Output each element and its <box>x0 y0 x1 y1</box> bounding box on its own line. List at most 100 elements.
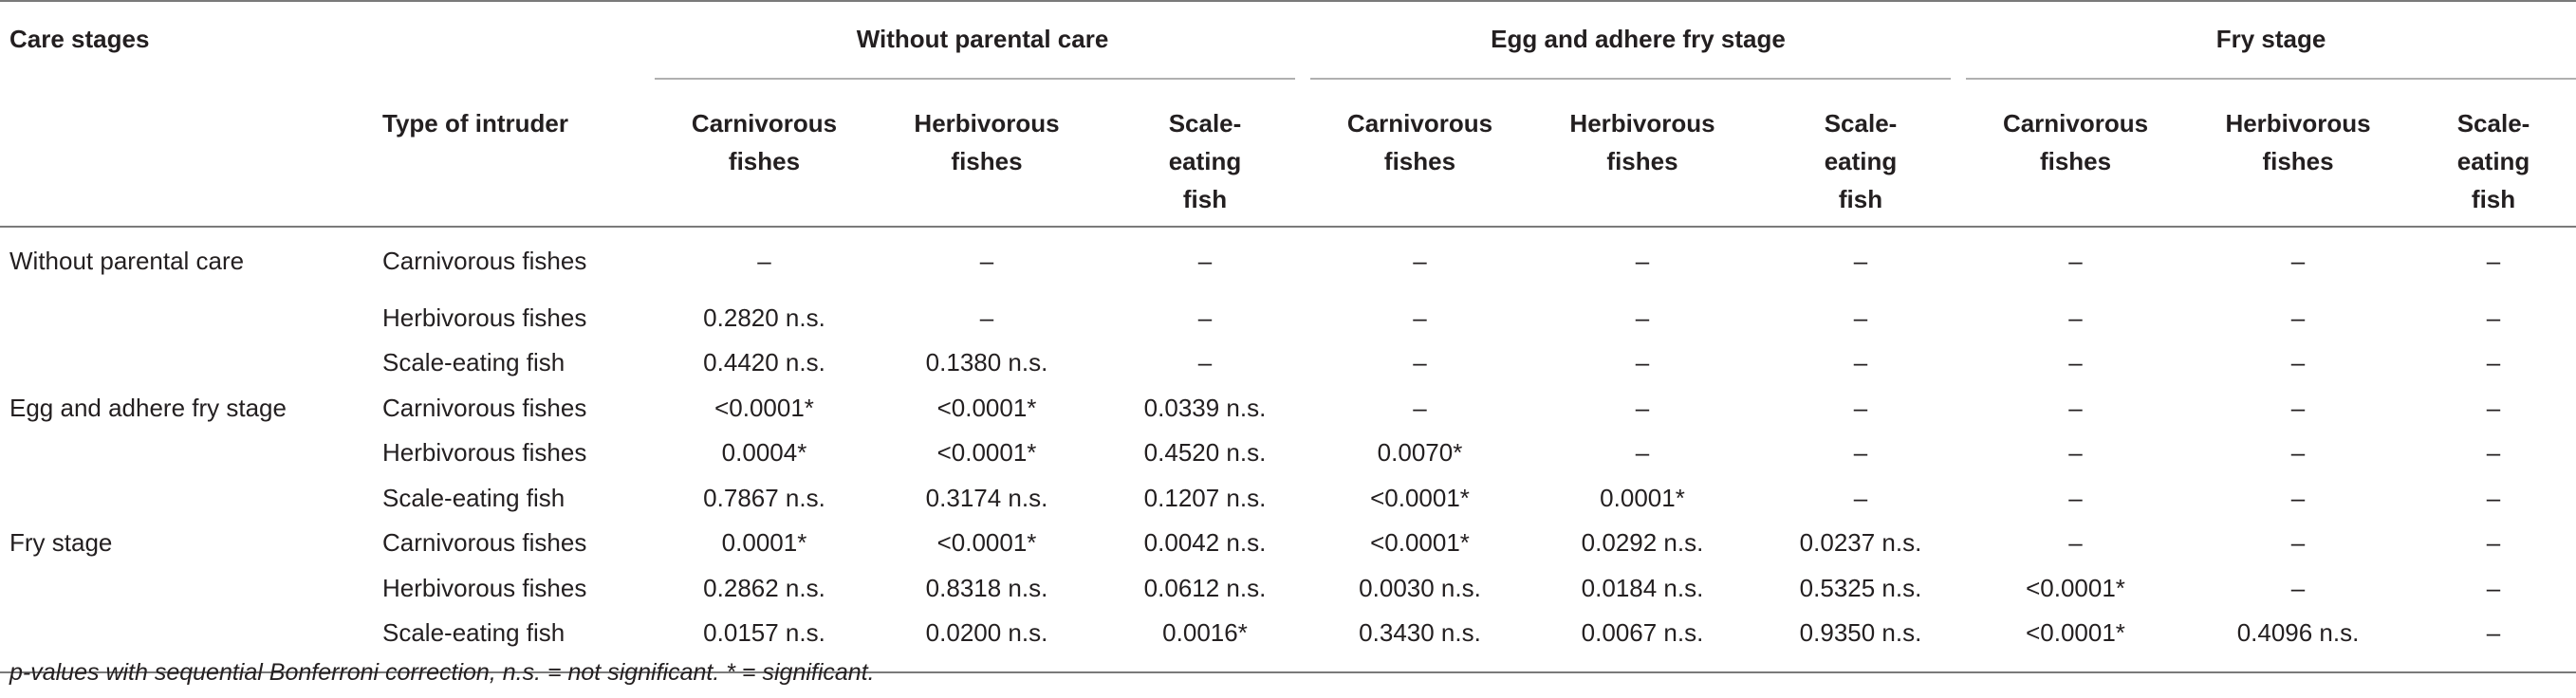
p-value-cell: 0.0070* <box>1377 438 1463 467</box>
p-value-cell: 0.0042 n.s. <box>1143 528 1267 557</box>
p-value-cell: 0.2862 n.s. <box>703 573 825 602</box>
p-value-cell: 0.5325 n.s. <box>1799 573 1922 602</box>
p-value-cell: – <box>1853 483 1868 512</box>
p-value-cell: 0.1207 n.s. <box>1143 483 1267 512</box>
sub-header-line: fishes <box>2039 147 2112 175</box>
p-value-cell: – <box>1853 393 1868 422</box>
p-value-cell: – <box>2290 348 2306 377</box>
p-value-cell: – <box>2486 528 2501 557</box>
p-value-cell: – <box>2486 393 2501 422</box>
comparison-table: Care stages Without parental care Egg an… <box>0 0 2576 673</box>
intruder-type-cell: Scale-eating fish <box>380 611 655 673</box>
sub-header-herbivorous: Herbivorous fishes <box>1529 80 1755 228</box>
sub-header-line: eating <box>1168 147 1242 175</box>
group-underline <box>655 78 1295 80</box>
care-stage-cell: Egg and adhere fry stage <box>9 393 287 422</box>
sub-header-line: fishes <box>2262 147 2334 175</box>
p-value-cell: – <box>2068 247 2083 275</box>
p-value-cell: – <box>1197 247 1213 275</box>
p-value-cell: 0.8318 n.s. <box>925 573 1048 602</box>
p-value-cell: – <box>757 247 771 275</box>
p-value-cell: – <box>979 247 994 275</box>
sub-header-line: Scale- <box>1168 109 1242 138</box>
p-value-cell: – <box>2486 247 2501 275</box>
intruder-type-cell: Carnivorous fishes <box>382 528 587 557</box>
sub-header-line: eating <box>1824 147 1898 175</box>
p-value-cell: – <box>1413 348 1427 377</box>
p-value-cell: – <box>1853 247 1868 275</box>
p-value-cell: – <box>2068 348 2083 377</box>
p-value-cell: – <box>1413 247 1427 275</box>
group-underline <box>1310 78 1952 80</box>
intruder-type-cell: Scale-eating fish <box>382 348 565 377</box>
p-value-cell: 0.0001* <box>1600 483 1685 512</box>
p-value-cell: <0.0001* <box>714 393 814 422</box>
group-label: Fry stage <box>2215 25 2326 53</box>
table-row: Scale-eating fish 0.7867 n.s. 0.3174 n.s. 0… <box>0 476 2576 522</box>
p-value-cell: 0.0184 n.s. <box>1581 573 1704 602</box>
p-value-cell: – <box>979 303 994 332</box>
p-value-cell: – <box>2486 573 2501 602</box>
table-body: Without parental care Carnivorous fishes –… <box>0 227 2576 673</box>
group-header-without-parental-care: Without parental care <box>655 0 1310 80</box>
intruder-type-cell: Herbivorous fishes <box>382 438 587 467</box>
table-row: Herbivorous fishes 0.2862 n.s. 0.8318 n.s.… <box>0 566 2576 612</box>
p-value-cell: 0.0339 n.s. <box>1143 393 1267 422</box>
p-value-cell: 0.0067 n.s. <box>1529 611 1755 673</box>
care-stage-cell <box>0 476 380 522</box>
intruder-type-cell: Scale-eating fish <box>382 483 565 512</box>
p-value-cell: – <box>2486 438 2501 467</box>
p-value-cell: – <box>1413 393 1427 422</box>
p-value-cell: 0.9350 n.s. <box>1755 611 1967 673</box>
p-value-cell: 0.0016* <box>1100 611 1310 673</box>
care-stage-cell <box>0 431 380 476</box>
sub-header-line: Carnivorous <box>2002 109 2149 138</box>
p-value-cell: – <box>2486 303 2501 332</box>
p-value-cell: 0.2820 n.s. <box>703 303 825 332</box>
care-stage-cell: Without parental care <box>9 247 245 275</box>
p-value-cell: – <box>1197 348 1213 377</box>
p-value-cell: <0.0001* <box>936 438 1037 467</box>
intruder-type-cell: Herbivorous fishes <box>382 303 587 332</box>
type-of-intruder-header: Type of intruder <box>0 80 655 228</box>
p-value-cell: – <box>1197 303 1213 332</box>
sub-header-carnivorous: Carnivorous fishes <box>1966 80 2186 228</box>
p-value-cell: 0.0237 n.s. <box>1799 528 1922 557</box>
table-row: Herbivorous fishes 0.0004* <0.0001* 0.4520 … <box>0 431 2576 476</box>
p-value-cell: <0.0001* <box>1966 611 2186 673</box>
sub-header-scale-eating: Scale-eating fish <box>1755 80 1967 228</box>
intruder-type-cell: Carnivorous fishes <box>382 247 587 275</box>
p-value-cell: <0.0001* <box>1370 528 1470 557</box>
sub-header-line: Scale- <box>1824 109 1898 138</box>
p-value-cell: 0.4520 n.s. <box>1143 438 1267 467</box>
p-value-cell: – <box>2290 528 2306 557</box>
sub-header-line: fishes <box>951 147 1023 175</box>
care-stages-header: Care stages <box>0 0 380 80</box>
p-value-cell: – <box>1853 303 1868 332</box>
p-value-cell: – <box>2290 303 2306 332</box>
p-value-cell: 0.0004* <box>721 438 807 467</box>
sub-header-line: fishes <box>1606 147 1678 175</box>
care-stage-cell <box>0 340 380 386</box>
sub-header-scale-eating: Scale-eating fish <box>2411 80 2576 228</box>
p-value-cell: 0.7867 n.s. <box>703 483 825 512</box>
p-value-cell: – <box>2290 483 2306 512</box>
p-value-cell: – <box>2486 483 2501 512</box>
sub-header-line: eating <box>2456 147 2530 175</box>
p-value-cell: <0.0001* <box>936 528 1037 557</box>
p-value-cell: – <box>1853 438 1868 467</box>
sub-header-line: Scale- <box>2456 109 2530 138</box>
p-value-cell: – <box>1413 303 1427 332</box>
care-stage-cell <box>0 611 380 673</box>
p-value-cell: – <box>2068 528 2083 557</box>
table-row: Egg and adhere fry stage Carnivorous fish… <box>0 386 2576 432</box>
sub-header-carnivorous: Carnivorous fishes <box>655 80 874 228</box>
intruder-type-cell: Herbivorous fishes <box>382 573 587 602</box>
care-stage-cell: Fry stage <box>9 528 113 557</box>
p-value-cell: – <box>1635 438 1650 467</box>
p-value-cell: 0.4096 n.s. <box>2185 611 2412 673</box>
p-value-cell: – <box>2068 303 2083 332</box>
p-value-cell: 0.0200 n.s. <box>874 611 1100 673</box>
table-row: Scale-eating fish 0.4420 n.s. 0.1380 n.s. –… <box>0 340 2576 386</box>
